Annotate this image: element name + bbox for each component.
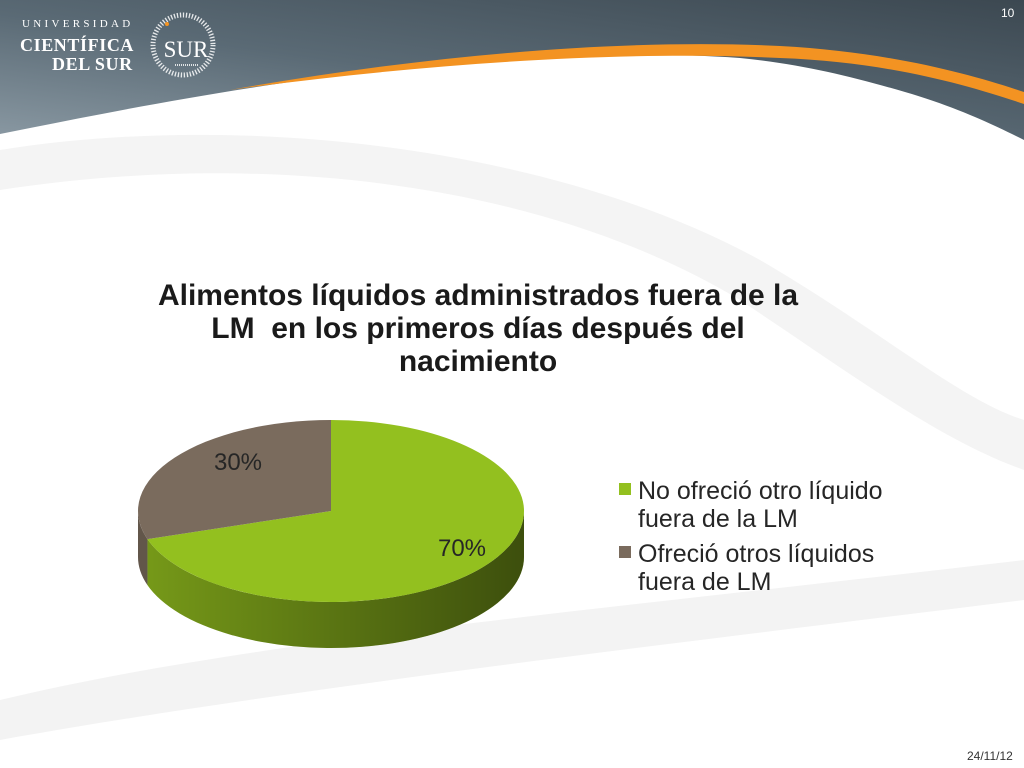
pie-chart (138, 420, 525, 648)
legend-item: Ofreció otros líquidos fuera de LM (612, 540, 912, 598)
university-seal: SUR (150, 12, 216, 78)
data-label: 30% (214, 449, 262, 476)
pie-slice-side-shading (138, 511, 148, 586)
legend-item: No ofreció otro líquido fuera de la LM (612, 477, 912, 535)
background-swoosh (0, 560, 1024, 740)
logo-text: CIENTÍFICA (20, 35, 135, 55)
pie-slice (138, 420, 331, 540)
legend-swatch (619, 546, 631, 558)
pie-slice-side-shading (147, 511, 524, 648)
chart-title: Alimentos líquidos administrados fuera d… (157, 279, 799, 378)
page-number: 10 (1001, 6, 1015, 20)
seal-accent-dot (165, 22, 169, 26)
legend-swatch (619, 483, 631, 495)
pie-slice (147, 420, 525, 602)
background-swoosh (0, 134, 1024, 470)
logo-text: UNIVERSIDAD (22, 18, 134, 30)
slide-date: 24/11/12 (967, 749, 1013, 763)
data-label: 70% (438, 535, 486, 562)
seal-ring (150, 12, 216, 78)
logo-text: DEL SUR (52, 54, 133, 74)
header-accent-stripe (230, 44, 1024, 104)
legend-label: No ofreció otro líquido fuera de la LM (638, 477, 883, 533)
header-band (0, 0, 1024, 140)
seal-text: SUR (164, 37, 209, 62)
legend-label: Ofreció otros líquidos fuera de LM (638, 540, 875, 596)
